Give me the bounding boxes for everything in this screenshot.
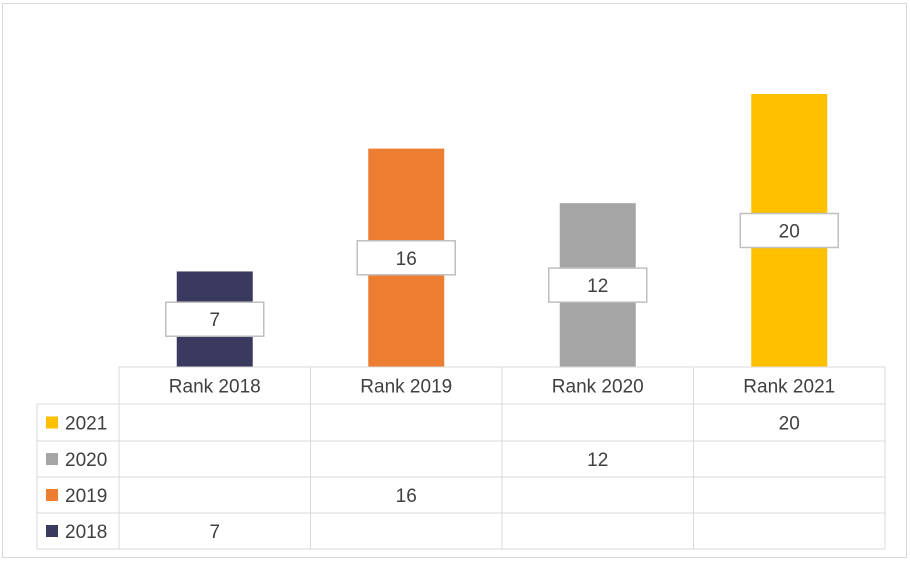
data-label: 12 — [587, 276, 608, 297]
table-cell-value: 16 — [396, 486, 417, 507]
legend-key-2019 — [46, 489, 58, 501]
legend-label: 2019 — [65, 486, 107, 507]
data-label-box — [739, 212, 839, 249]
category-label: Rank 2018 — [169, 377, 261, 398]
category-label: Rank 2021 — [743, 377, 835, 398]
category-label: Rank 2020 — [552, 377, 644, 398]
data-table: Rank 2018 Rank 2019 Rank 2020 Rank 2021 2021… — [36, 366, 886, 550]
data-label-box — [356, 240, 456, 276]
data-label: 20 — [779, 222, 800, 243]
category-label: Rank 2019 — [360, 377, 452, 398]
legend-label: 2021 — [65, 414, 107, 435]
legend-label: 2020 — [65, 450, 107, 471]
legend-key-2018 — [46, 525, 58, 537]
data-label: 7 — [209, 310, 220, 331]
table-cell-value: 7 — [209, 522, 220, 543]
data-label-box — [165, 301, 265, 337]
table-cell-value: 20 — [779, 414, 800, 435]
legend-key-2021 — [46, 416, 58, 429]
data-label-box — [548, 267, 648, 303]
data-labels-layer: 7 16 12 20 — [165, 212, 839, 337]
legend-key-2020 — [46, 453, 58, 465]
bars-layer — [176, 94, 828, 367]
table-cell-value: 12 — [587, 450, 608, 471]
legend-label: 2018 — [65, 522, 107, 543]
data-label: 16 — [396, 249, 417, 270]
chart-frame: 7 16 12 20 Rank 2018 Rank 2019 Rank 2020 Rank … — [2, 3, 907, 558]
